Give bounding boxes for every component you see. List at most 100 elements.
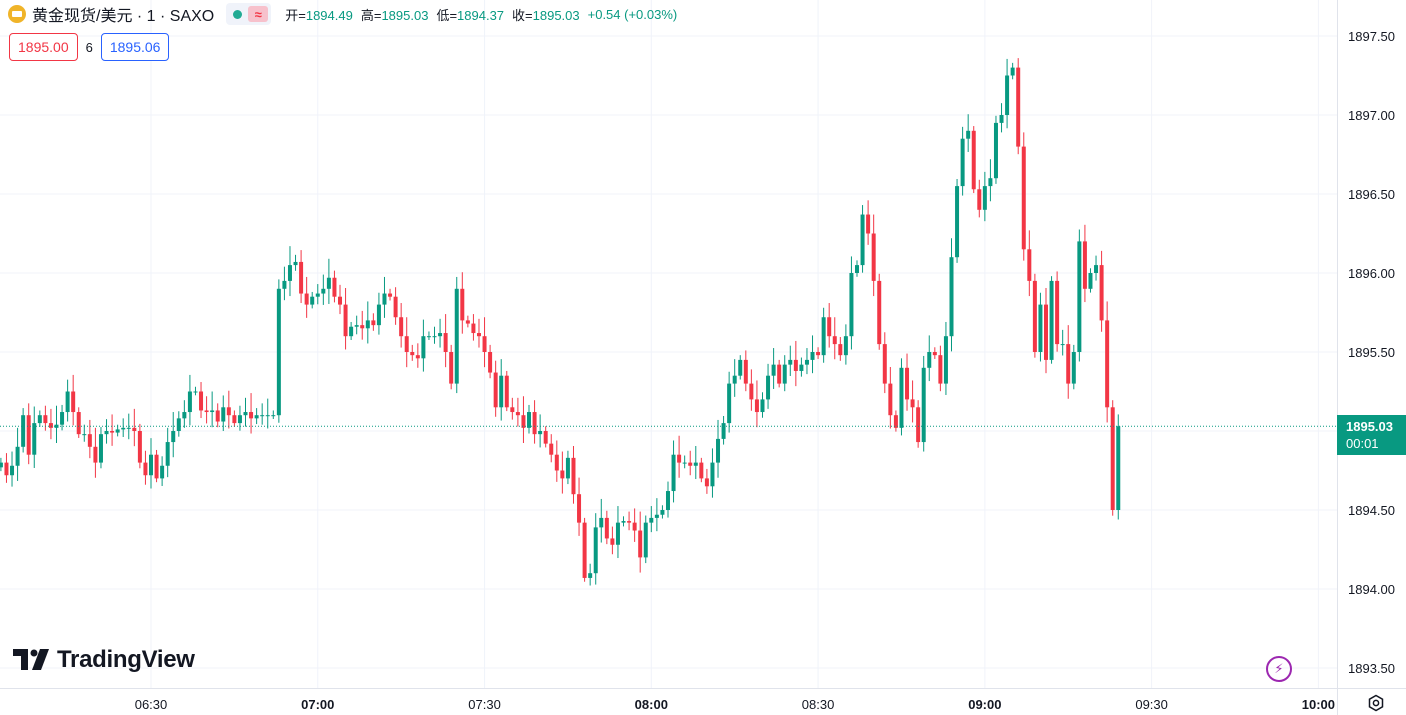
buy-price-button[interactable]: 1895.06	[100, 33, 170, 61]
candle	[899, 358, 904, 436]
candle	[854, 260, 859, 277]
candle	[365, 301, 370, 344]
candle	[1077, 229, 1082, 362]
candle-body	[1071, 352, 1076, 384]
candle	[871, 214, 876, 297]
candle	[738, 355, 743, 380]
candle-body	[1038, 304, 1043, 352]
candle-body	[527, 412, 532, 428]
candle-body	[215, 410, 220, 422]
candle	[287, 246, 292, 297]
candle-body	[388, 293, 393, 297]
candle	[827, 303, 832, 348]
status-pill[interactable]: ≈	[226, 3, 272, 25]
candle-body	[4, 462, 9, 476]
candle-body	[821, 317, 826, 356]
candle	[182, 400, 187, 428]
candle-body	[999, 115, 1004, 123]
candle	[282, 266, 287, 301]
candle-body	[493, 372, 498, 408]
candle-body	[610, 538, 615, 545]
candle-body	[343, 304, 348, 337]
candle-body	[554, 454, 559, 471]
candle	[810, 335, 815, 374]
market-open-icon	[229, 6, 245, 22]
candle-body	[593, 527, 598, 574]
candle	[471, 314, 476, 341]
candle-body	[504, 375, 509, 408]
settings-gear-icon[interactable]	[1367, 694, 1385, 712]
candle	[577, 477, 582, 536]
candle	[26, 403, 31, 465]
candle	[604, 510, 609, 545]
candle	[93, 427, 98, 478]
candle	[1016, 58, 1021, 155]
candle	[332, 270, 337, 303]
candle-body	[910, 399, 915, 408]
candle	[349, 321, 354, 340]
candle	[893, 410, 898, 432]
candle	[588, 563, 593, 586]
symbol-title[interactable]: 黄金现货/美元 · 1 · SAXO	[32, 8, 215, 25]
candle	[632, 508, 637, 542]
candle	[165, 427, 170, 478]
candle-body	[104, 431, 109, 435]
candle	[688, 450, 693, 476]
candle	[665, 481, 670, 518]
y-tick-label: 1897.50	[1348, 29, 1395, 44]
bar-countdown: 00:01	[1346, 436, 1379, 451]
candle-body	[521, 415, 526, 428]
candle	[532, 400, 537, 444]
candle-body	[649, 517, 654, 523]
candle-body	[704, 478, 709, 487]
candle	[999, 103, 1004, 133]
candle-body	[810, 352, 815, 360]
candle	[743, 350, 748, 392]
candle	[988, 159, 993, 202]
candle	[793, 340, 798, 387]
sell-price-button[interactable]: 1895.00	[9, 33, 78, 61]
candle	[104, 419, 109, 444]
candle	[360, 310, 365, 340]
candle	[582, 517, 587, 582]
candle	[338, 284, 343, 315]
candle-body	[354, 325, 359, 327]
candle	[460, 272, 465, 334]
candle	[54, 405, 59, 444]
candle-body	[549, 443, 554, 455]
candle-body	[588, 573, 593, 578]
candle-body	[1082, 241, 1087, 289]
candle	[321, 274, 326, 305]
candle	[488, 344, 493, 379]
candle	[521, 396, 526, 444]
candle	[1116, 414, 1121, 520]
tradingview-logo[interactable]: TradingView	[13, 646, 195, 674]
candle	[510, 397, 515, 420]
candle-body	[627, 521, 632, 523]
lightning-icon[interactable]: ⚡	[1266, 656, 1292, 682]
candle	[432, 326, 437, 344]
candle-body	[877, 280, 882, 345]
candle-body	[710, 462, 715, 487]
candle	[426, 331, 431, 340]
candle	[260, 403, 265, 425]
open-label: 开=	[285, 7, 306, 23]
candle	[560, 451, 565, 494]
candle	[376, 292, 381, 335]
candle	[654, 498, 659, 532]
candle-body	[1027, 249, 1032, 281]
candle	[221, 395, 226, 431]
candle	[1071, 344, 1076, 390]
candle-body	[1088, 273, 1093, 289]
candle	[843, 324, 848, 365]
candle-body	[443, 333, 448, 352]
candle	[215, 403, 220, 428]
candle-body	[682, 462, 687, 464]
candle-body	[137, 431, 142, 463]
candle	[276, 279, 281, 423]
candle	[1055, 271, 1060, 352]
candle-body	[488, 352, 493, 373]
candle	[404, 317, 409, 368]
candle-body	[660, 510, 665, 515]
